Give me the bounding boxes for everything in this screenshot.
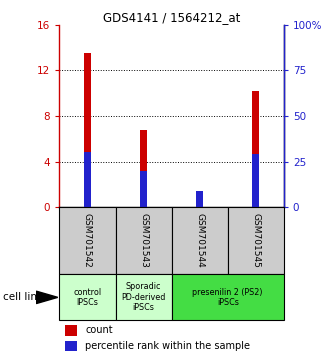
Text: Sporadic
PD-derived
iPSCs: Sporadic PD-derived iPSCs	[121, 282, 166, 312]
Text: count: count	[85, 325, 113, 336]
Bar	[172, 207, 228, 274]
Title: GDS4141 / 1564212_at: GDS4141 / 1564212_at	[103, 11, 240, 24]
Bar	[252, 91, 259, 207]
Bar	[196, 191, 203, 207]
Bar	[65, 341, 77, 352]
Text: control
IPSCs: control IPSCs	[73, 288, 102, 307]
Text: presenilin 2 (PS2)
iPSCs: presenilin 2 (PS2) iPSCs	[192, 288, 263, 307]
Polygon shape	[36, 291, 58, 304]
Bar	[172, 274, 284, 320]
Bar	[59, 207, 116, 274]
Text: GSM701542: GSM701542	[83, 213, 92, 268]
Text: cell line: cell line	[3, 292, 44, 302]
Bar	[228, 207, 284, 274]
Text: GSM701545: GSM701545	[251, 213, 260, 268]
Text: GSM701543: GSM701543	[139, 213, 148, 268]
Text: percentile rank within the sample: percentile rank within the sample	[85, 341, 250, 352]
Bar	[59, 274, 116, 320]
Bar	[65, 325, 77, 336]
Bar	[140, 171, 147, 207]
Bar	[84, 153, 91, 207]
Bar	[252, 154, 259, 207]
Bar	[140, 130, 147, 207]
Text: GSM701544: GSM701544	[195, 213, 204, 268]
Bar	[196, 196, 203, 207]
Bar	[84, 53, 91, 207]
Bar	[115, 274, 172, 320]
Bar	[115, 207, 172, 274]
